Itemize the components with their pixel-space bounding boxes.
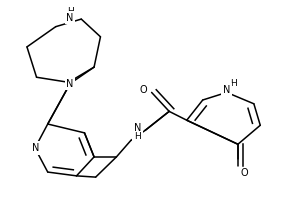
Text: O: O bbox=[241, 168, 248, 178]
Text: O: O bbox=[140, 85, 147, 95]
Text: N: N bbox=[66, 13, 74, 23]
Text: H: H bbox=[67, 7, 73, 16]
Text: N: N bbox=[134, 123, 141, 133]
Text: N: N bbox=[223, 85, 230, 95]
Text: N: N bbox=[66, 79, 74, 89]
Text: N: N bbox=[32, 143, 40, 153]
Text: H: H bbox=[230, 79, 236, 88]
Text: H: H bbox=[134, 132, 141, 141]
